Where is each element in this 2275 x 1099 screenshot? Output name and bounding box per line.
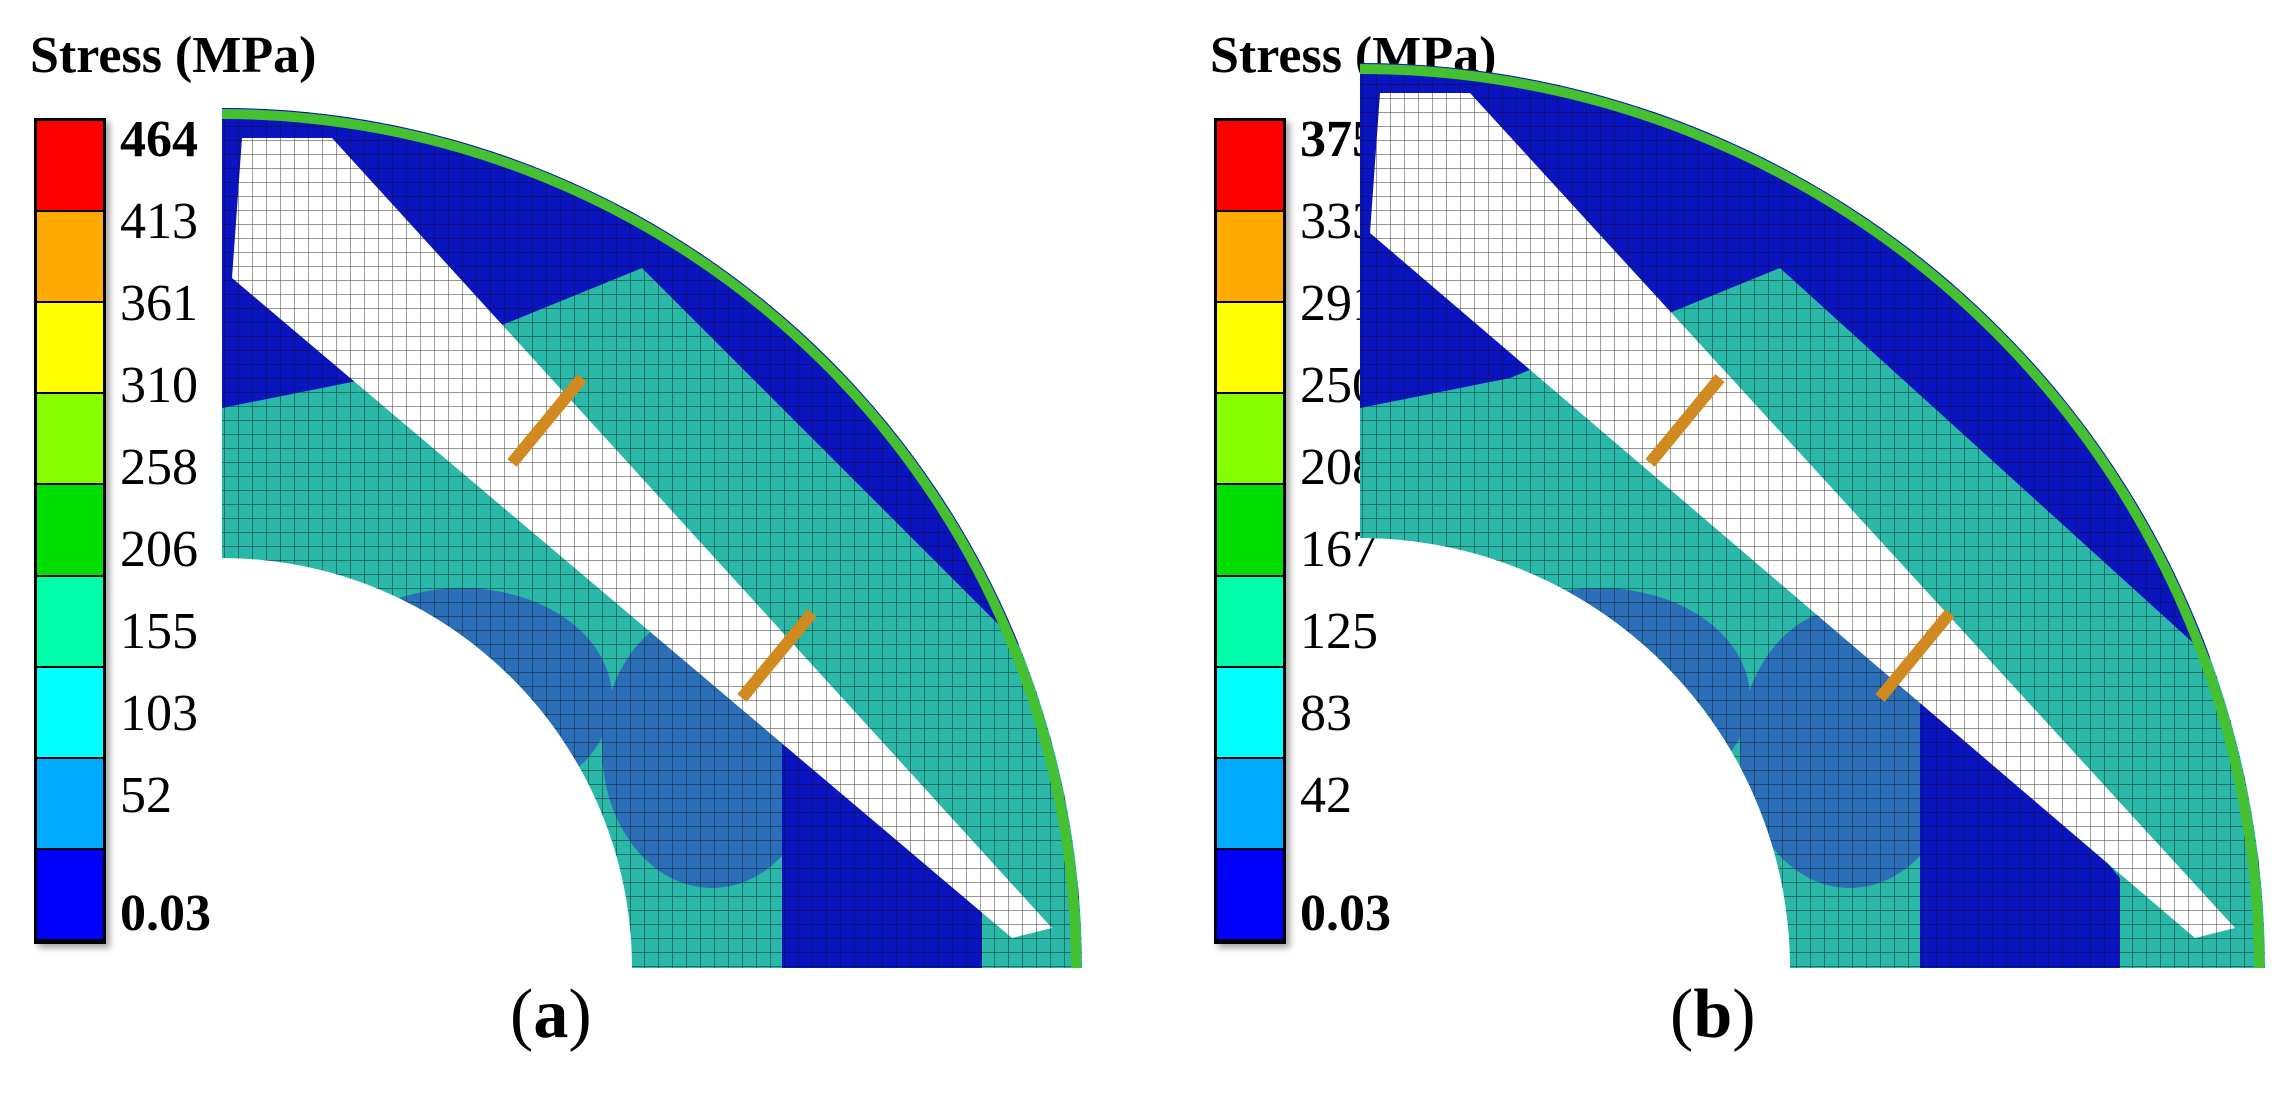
rib-upper bbox=[1645, 374, 1725, 467]
legend-labels: 464 413 361 310 258 206 155 103 52 0.03 bbox=[120, 114, 280, 944]
legend-swatch bbox=[1217, 849, 1283, 941]
legend-swatch bbox=[37, 576, 103, 668]
legend-swatch bbox=[37, 121, 103, 213]
legend-title: Stress (MPa) bbox=[30, 27, 317, 84]
legend-tick: 155 bbox=[120, 603, 198, 660]
panel-a: Stress (MPa) 464 413 361 310 258 206 155… bbox=[0, 0, 1137, 1099]
legend-swatch bbox=[37, 758, 103, 850]
legend-tick: 52 bbox=[120, 767, 172, 824]
rotor-body bbox=[1360, 63, 2265, 968]
caption-letter: a bbox=[533, 976, 569, 1053]
panel-b: Stress (MPa) 375 333 291 250 208 167 125… bbox=[1180, 0, 2275, 1099]
legend-tick: 413 bbox=[120, 193, 198, 250]
legend-swatch bbox=[37, 394, 103, 486]
legend-tick: 125 bbox=[1300, 603, 1378, 660]
rim-stress-band bbox=[1359, 64, 2264, 969]
rib-lower bbox=[737, 609, 817, 702]
legend-swatch bbox=[37, 212, 103, 304]
legend-tick: 310 bbox=[120, 357, 198, 414]
rib-upper bbox=[507, 374, 587, 467]
legend-swatch bbox=[1217, 394, 1283, 486]
legend-swatch bbox=[1217, 121, 1283, 213]
caption-letter: b bbox=[1693, 976, 1733, 1053]
legend-tick-min: 0.03 bbox=[1300, 885, 1391, 942]
legend-tick: 258 bbox=[120, 439, 198, 496]
rib-lower bbox=[1875, 609, 1955, 702]
legend-tick: 42 bbox=[1300, 767, 1352, 824]
stress-contour-plot bbox=[1359, 63, 2265, 969]
legend-tick: 206 bbox=[120, 521, 198, 578]
legend-swatch bbox=[37, 303, 103, 395]
panel-caption: (b) bbox=[1670, 976, 1756, 1053]
legend-swatch bbox=[1217, 212, 1283, 304]
color-legend-bar bbox=[34, 118, 106, 944]
panel-caption: (a) bbox=[510, 976, 592, 1053]
rim-stress-band bbox=[221, 109, 1081, 969]
legend-swatch bbox=[37, 849, 103, 941]
legend-swatch bbox=[1217, 485, 1283, 577]
legend-swatch bbox=[1217, 667, 1283, 759]
legend-tick: 83 bbox=[1300, 685, 1352, 742]
legend-tick-max: 464 bbox=[120, 111, 198, 168]
fem-mesh-overlay bbox=[1360, 63, 2265, 968]
legend-tick: 361 bbox=[120, 275, 198, 332]
legend-swatch bbox=[1217, 303, 1283, 395]
legend-swatch bbox=[1217, 576, 1283, 668]
stress-contour-plot bbox=[221, 108, 1082, 969]
legend-tick: 103 bbox=[120, 685, 198, 742]
legend-tick-min: 0.03 bbox=[120, 885, 211, 942]
legend-swatch bbox=[37, 667, 103, 759]
color-legend-bar bbox=[1214, 118, 1286, 944]
legend-swatch bbox=[1217, 758, 1283, 850]
legend-swatch bbox=[37, 485, 103, 577]
